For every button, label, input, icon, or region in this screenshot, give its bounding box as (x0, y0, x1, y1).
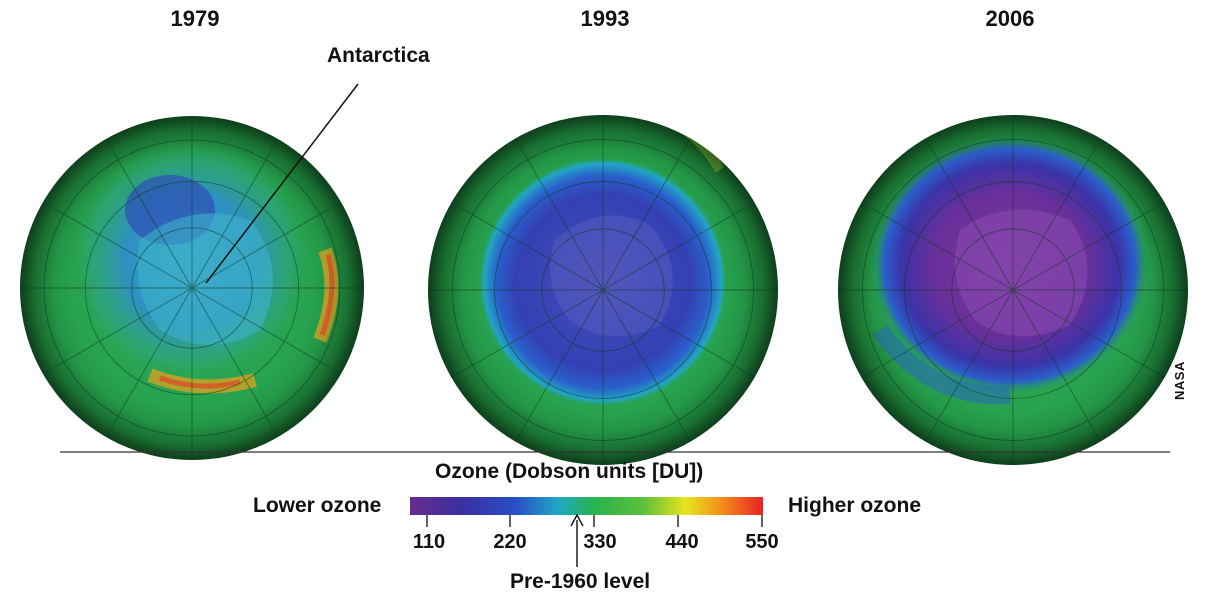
year-label-2006: 2006 (985, 6, 1035, 31)
legend-title: Ozone (Dobson units [DU]) (435, 460, 704, 483)
higher-ozone-label: Higher ozone (788, 494, 922, 517)
pre-1960-label: Pre-1960 level (510, 570, 651, 593)
tick-label-330: 330 (583, 531, 617, 553)
meridian-line (515, 138, 604, 291)
lower-ozone-label: Lower ozone (253, 494, 382, 517)
meridian-line (191, 287, 279, 438)
meridian-line (1012, 138, 1101, 291)
meridian-line (925, 289, 1014, 442)
meridian-line (602, 289, 755, 378)
meridian-line (925, 138, 1014, 291)
pre-1960-arrow (570, 513, 584, 567)
meridian-line (451, 289, 604, 378)
ozone-color-scale (410, 497, 763, 515)
antarctica-label: Antarctica (327, 44, 430, 67)
meridian-line (105, 138, 193, 289)
antarctica-callout-line (205, 83, 359, 284)
year-label-1979: 1979 (170, 6, 220, 31)
meridian-line (1012, 289, 1101, 442)
meridian-line (602, 202, 755, 291)
year-label-1993: 1993 (580, 6, 630, 31)
scale-tick-marks (426, 515, 763, 527)
meridian-line (861, 289, 1014, 378)
meridian-line (42, 201, 193, 289)
meridian-line (1012, 289, 1165, 378)
globe-1979 (20, 116, 364, 460)
nasa-credit: NASA (1172, 361, 1187, 400)
meridian-line (191, 287, 342, 375)
meridian-line (42, 287, 193, 375)
tick-label-220: 220 (493, 531, 527, 553)
globe-2006 (838, 115, 1188, 465)
tick-label-110: 110 (412, 531, 446, 553)
meridian-line (105, 287, 193, 438)
meridian-line (1012, 202, 1165, 291)
meridian-line (191, 201, 342, 289)
meridian-line (602, 289, 691, 442)
meridian-line (602, 138, 691, 291)
tick-label-550: 550 (745, 531, 779, 553)
globe-1993 (428, 115, 778, 465)
tick-label-440: 440 (665, 531, 699, 553)
meridian-line (861, 202, 1014, 291)
meridian-line (451, 202, 604, 291)
meridian-line (515, 289, 604, 442)
meridian-line (191, 138, 279, 289)
